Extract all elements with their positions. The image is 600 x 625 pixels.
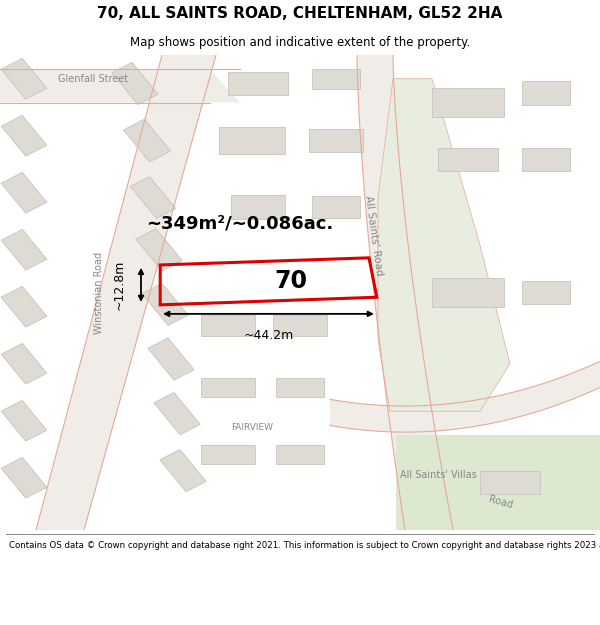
- Polygon shape: [330, 361, 600, 432]
- Polygon shape: [1, 286, 47, 327]
- Polygon shape: [219, 127, 285, 154]
- Polygon shape: [438, 148, 498, 171]
- Text: ~349m²/~0.086ac.: ~349m²/~0.086ac.: [146, 214, 334, 232]
- Polygon shape: [136, 229, 182, 271]
- Text: All Saints' Road: All Saints' Road: [362, 195, 384, 276]
- Polygon shape: [276, 378, 324, 397]
- Text: Winstonian Road: Winstonian Road: [94, 251, 104, 334]
- Polygon shape: [273, 315, 327, 336]
- Polygon shape: [1, 229, 47, 270]
- Polygon shape: [154, 392, 200, 435]
- Polygon shape: [148, 338, 194, 380]
- Text: Contains OS data © Crown copyright and database right 2021. This information is : Contains OS data © Crown copyright and d…: [9, 541, 600, 551]
- Polygon shape: [1, 173, 47, 213]
- Polygon shape: [480, 471, 540, 494]
- Polygon shape: [201, 378, 255, 397]
- Text: Road: Road: [488, 494, 514, 511]
- Polygon shape: [0, 69, 240, 102]
- Polygon shape: [112, 62, 158, 104]
- Text: ~12.8m: ~12.8m: [113, 260, 126, 310]
- Polygon shape: [378, 79, 510, 411]
- Polygon shape: [231, 195, 285, 219]
- Polygon shape: [124, 119, 170, 162]
- Text: All Saints' Villas: All Saints' Villas: [400, 471, 476, 481]
- Polygon shape: [201, 315, 255, 336]
- Polygon shape: [142, 283, 188, 326]
- Polygon shape: [228, 72, 288, 95]
- Polygon shape: [160, 449, 206, 492]
- Polygon shape: [312, 69, 360, 89]
- Text: Map shows position and indicative extent of the property.: Map shows position and indicative extent…: [130, 36, 470, 49]
- Polygon shape: [1, 401, 47, 441]
- Polygon shape: [309, 129, 363, 152]
- Polygon shape: [1, 343, 47, 384]
- Polygon shape: [312, 196, 360, 218]
- Text: 70: 70: [274, 269, 307, 293]
- Polygon shape: [130, 177, 176, 218]
- Polygon shape: [276, 444, 324, 464]
- Polygon shape: [432, 88, 504, 117]
- Polygon shape: [1, 116, 47, 156]
- Polygon shape: [1, 458, 47, 498]
- Polygon shape: [1, 58, 47, 99]
- Text: ~44.2m: ~44.2m: [244, 329, 293, 342]
- Text: FAIRVIEW: FAIRVIEW: [231, 423, 273, 432]
- Polygon shape: [522, 281, 570, 304]
- Polygon shape: [357, 55, 453, 530]
- Polygon shape: [522, 81, 570, 105]
- Polygon shape: [522, 148, 570, 171]
- Text: 70, ALL SAINTS ROAD, CHELTENHAM, GL52 2HA: 70, ALL SAINTS ROAD, CHELTENHAM, GL52 2H…: [97, 6, 503, 21]
- Polygon shape: [36, 55, 216, 530]
- Polygon shape: [432, 278, 504, 307]
- Polygon shape: [201, 444, 255, 464]
- Text: Glenfall Street: Glenfall Street: [58, 74, 128, 84]
- Polygon shape: [396, 435, 600, 530]
